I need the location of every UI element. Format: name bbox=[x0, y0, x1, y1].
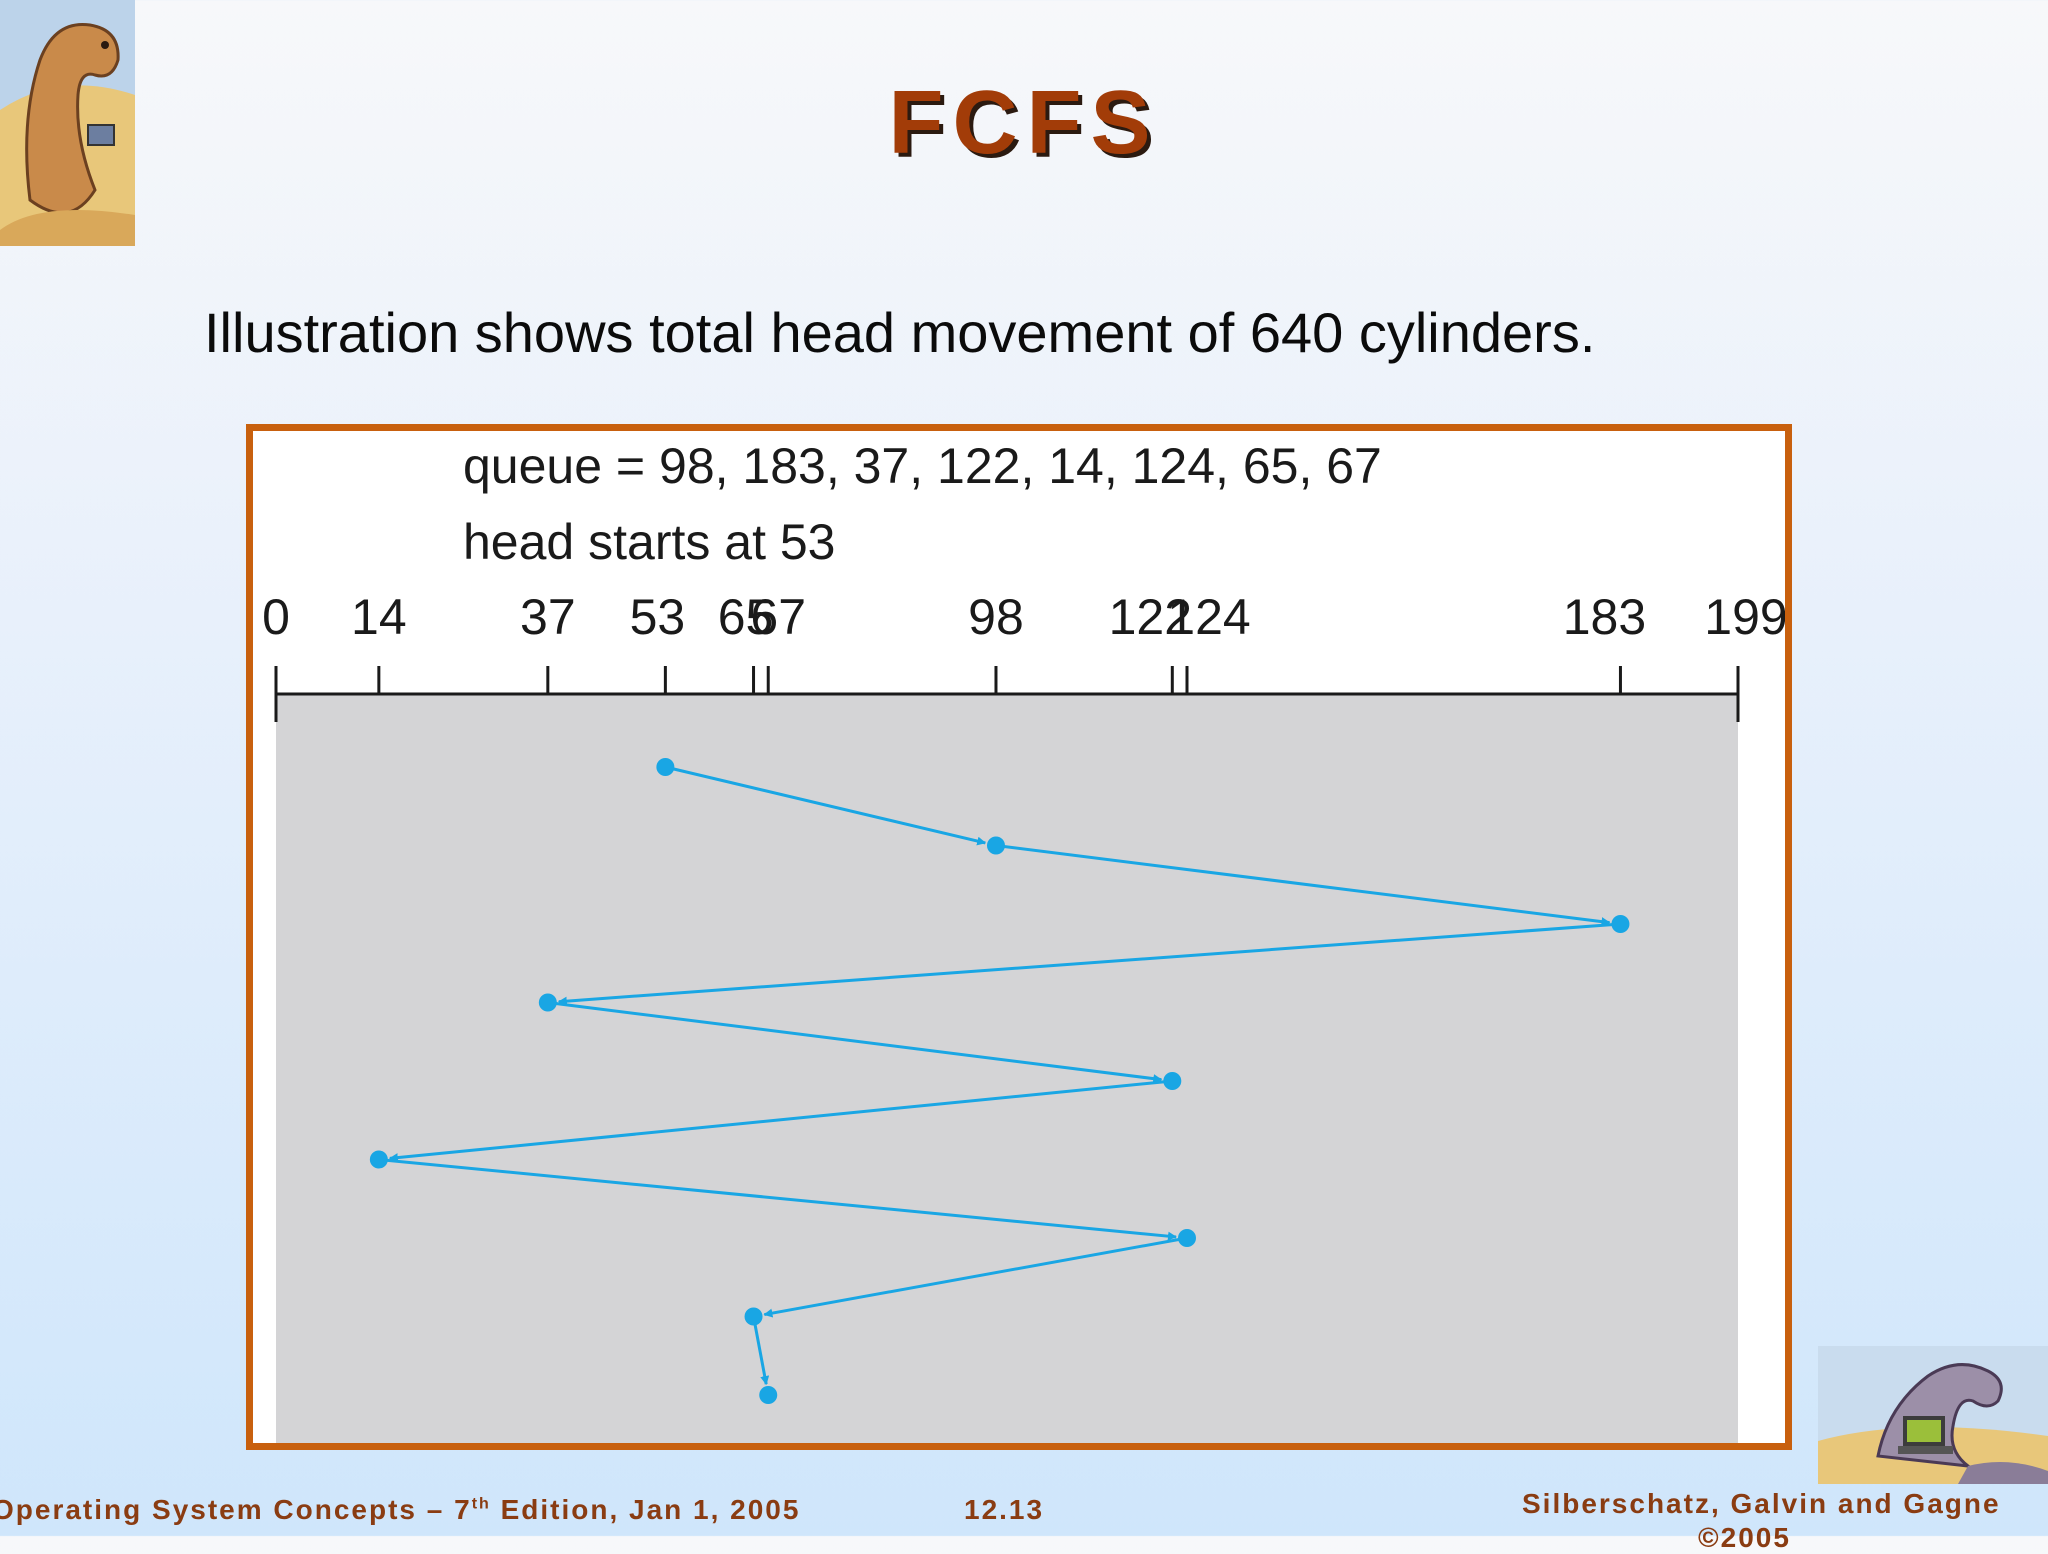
footer-book-sup: th bbox=[471, 1495, 491, 1513]
head-move-arrow-5 bbox=[388, 1079, 1173, 1163]
footer-slide-number: 12.13 bbox=[964, 1494, 1045, 1525]
axis-tick-label-14: 14 bbox=[351, 589, 407, 645]
axis-tick-label-122: 122 bbox=[1109, 589, 1192, 645]
footer-copyright: ©2005 bbox=[1698, 1522, 1791, 1553]
head-move-arrow-2 bbox=[995, 844, 1611, 927]
dinosaur-logo-icon bbox=[0, 0, 135, 246]
fcfs-diagram: queue = 98, 183, 37, 122, 14, 124, 65, 6… bbox=[246, 424, 1792, 1450]
axis-tick-label-53: 53 bbox=[630, 589, 686, 645]
head-position-point-1 bbox=[986, 836, 1005, 855]
footer-book-suffix: Edition, Jan 1, 2005 bbox=[490, 1494, 801, 1525]
axis-tick-label-37: 37 bbox=[520, 589, 576, 645]
dinosaur-laptop-icon bbox=[1818, 1346, 2048, 1484]
axis-tick-label-98: 98 bbox=[968, 589, 1024, 645]
head-move-arrow-3 bbox=[557, 922, 1621, 1006]
head-start-label: head starts at 53 bbox=[463, 514, 835, 570]
axis-tick-label-67: 67 bbox=[750, 589, 806, 645]
head-position-point-8 bbox=[759, 1386, 778, 1404]
axis-tick-label-183: 183 bbox=[1563, 589, 1646, 645]
slide-title: FCFS bbox=[888, 73, 1160, 173]
axis-tick-label-0: 0 bbox=[262, 589, 290, 645]
footer-book-prefix: Operating System Concepts – 7 bbox=[0, 1494, 472, 1525]
head-position-point-2 bbox=[1611, 915, 1630, 933]
head-position-point-0 bbox=[656, 758, 675, 776]
head-position-point-5 bbox=[369, 1150, 388, 1169]
axis-tick-label-65: 65 bbox=[718, 589, 774, 645]
head-position-point-4 bbox=[1163, 1072, 1182, 1090]
axis-tick-label-199: 199 bbox=[1704, 589, 1785, 645]
head-move-arrow-7 bbox=[763, 1236, 1188, 1318]
footer-authors: Silberschatz, Galvin and Gagne bbox=[1522, 1488, 2001, 1519]
head-move-arrow-8 bbox=[752, 1316, 770, 1386]
plot-area bbox=[276, 694, 1738, 1443]
head-move-arrow-4 bbox=[547, 1001, 1163, 1084]
head-position-point-6 bbox=[1177, 1229, 1196, 1247]
head-position-point-7 bbox=[744, 1307, 763, 1326]
head-move-arrow-6 bbox=[378, 1158, 1177, 1241]
footer-book-title: Operating System Concepts – 7th Edition,… bbox=[0, 1494, 800, 1526]
axis-tick-label-124: 124 bbox=[1167, 589, 1250, 645]
head-position-point-3 bbox=[538, 993, 557, 1012]
queue-label: queue = 98, 183, 37, 122, 14, 124, 65, 6… bbox=[463, 438, 1382, 494]
slide-bullet-text: Illustration shows total head movement o… bbox=[204, 301, 1596, 364]
head-move-arrow-1 bbox=[665, 765, 987, 846]
